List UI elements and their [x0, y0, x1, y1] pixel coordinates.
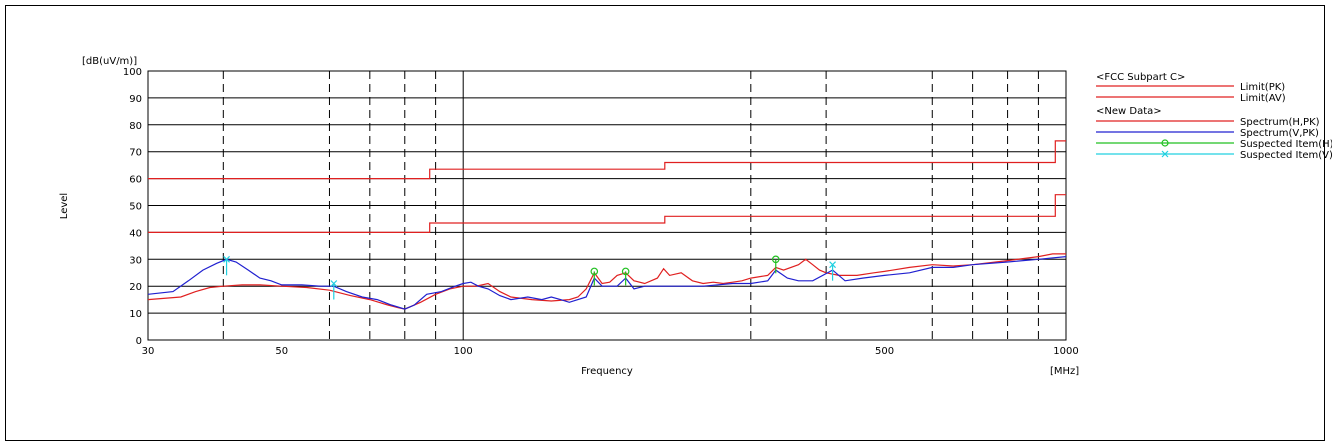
y-unit-label: [dB(uV/m)]: [82, 56, 137, 67]
legend-header: <New Data>: [1096, 106, 1162, 117]
x-tick-label: 30: [142, 346, 155, 357]
y-tick-label: 100: [123, 67, 142, 78]
x-tick-label: 500: [875, 346, 894, 357]
suspected-item-v-marker: [330, 280, 338, 287]
legend-label: Suspected Item(H): [1240, 139, 1332, 150]
limit-pk-line: [148, 140, 1066, 180]
y-tick-label: 30: [129, 255, 142, 266]
legend: <FCC Subpart C> Limit(PK)Limit(AV) <New Da…: [1096, 72, 1332, 161]
grid-layer: [147, 70, 1067, 341]
x-tick-label: 1000: [1053, 346, 1078, 357]
spectrum-h-pk-line: [147, 253, 1066, 310]
suspected-item-h-marker: [771, 255, 780, 264]
legend-label: Limit(AV): [1240, 93, 1286, 104]
legend-cross-marker: [1161, 150, 1169, 158]
legend-header: <FCC Subpart C>: [1096, 72, 1185, 83]
y-tick-label: 20: [129, 282, 142, 293]
y-tick-label: 0: [136, 336, 142, 347]
suspected-item-v-marker: [223, 255, 230, 263]
y-tick-label: 40: [129, 228, 142, 239]
y-tick-label: 70: [129, 148, 142, 159]
x-axis-title: Frequency: [581, 366, 633, 377]
suspected-item-h-marker: [590, 267, 599, 276]
y-tick-label: 80: [129, 121, 142, 132]
data-layer: [147, 140, 1067, 310]
y-tick-label: 50: [129, 202, 142, 213]
axis-layer: [dB(uV/m)] [MHz] Frequency Level 0 10 20 30…: [59, 56, 1079, 377]
x-tick-label: 100: [454, 346, 473, 357]
x-unit-label: [MHz]: [1050, 366, 1079, 377]
suspected-item-v-marker: [829, 261, 837, 269]
suspected-item-h-marker: [621, 267, 630, 276]
legend-label: Suspected Item(V): [1240, 150, 1332, 161]
plot-border: [147, 70, 1067, 341]
y-tick-label: 90: [129, 94, 142, 105]
legend-label: Spectrum(V,PK): [1240, 128, 1319, 139]
legend-label: Limit(PK): [1240, 82, 1285, 93]
chart-frame: [5, 5, 1325, 441]
limit-av-line: [148, 194, 1066, 233]
x-tick-label: 50: [275, 346, 288, 357]
legend-circle-marker: [1161, 139, 1169, 147]
y-tick-label: 10: [129, 309, 142, 320]
legend-label: Spectrum(H,PK): [1240, 117, 1320, 128]
y-tick-label: 60: [129, 175, 142, 186]
y-axis-title: Level: [59, 193, 70, 219]
